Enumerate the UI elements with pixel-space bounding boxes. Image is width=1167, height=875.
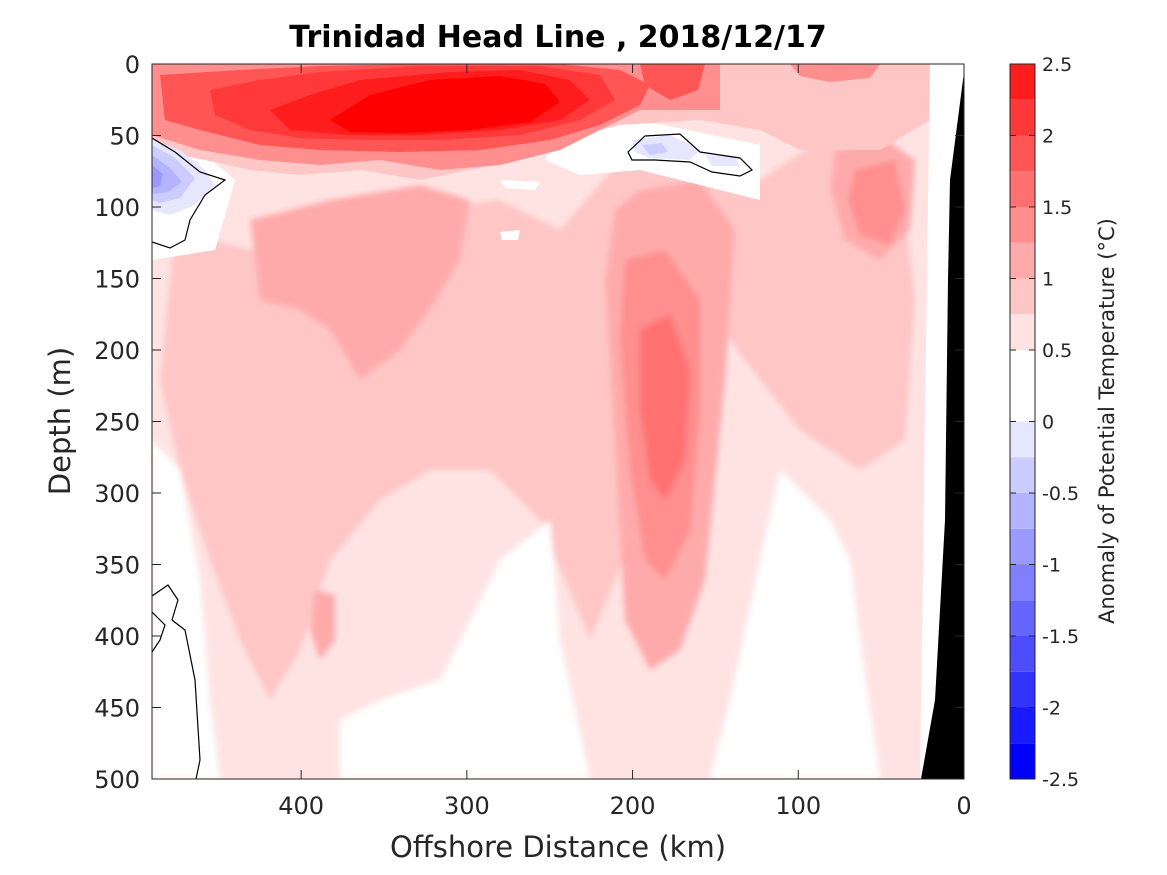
zero-contour — [152, 611, 166, 653]
y-axis-label: Depth (m) — [43, 347, 77, 495]
x-axis-label: Offshore Distance (km) — [390, 830, 726, 864]
contour-band — [640, 315, 690, 500]
zero-contour — [627, 133, 754, 177]
contour-field — [152, 64, 964, 779]
colorbar-swatch — [1010, 242, 1035, 279]
contour-band — [710, 470, 880, 779]
colorbar-tick-label: 1 — [1042, 269, 1054, 291]
colorbar-swatch — [1010, 528, 1035, 565]
y-tick-label: 350 — [94, 552, 140, 580]
x-axis: 400 300 200 100 0 — [278, 64, 972, 820]
colorbar-tick-label: 2 — [1042, 126, 1054, 148]
colorbar-swatch — [1010, 600, 1035, 636]
colorbar-swatch — [1010, 493, 1035, 529]
zero-contour — [152, 137, 227, 249]
zero-contour — [152, 584, 201, 779]
colorbar-swatch — [1010, 171, 1035, 207]
x-tick-label: 200 — [610, 792, 656, 820]
colorbar-label: Anomaly of Potential Temperature (°C) — [1095, 218, 1119, 624]
y-tick-label: 300 — [94, 480, 140, 508]
y-tick-label: 450 — [94, 695, 140, 723]
colorbar-tick-label: 1.5 — [1042, 197, 1072, 219]
colorbar-swatch — [1010, 135, 1035, 172]
contour-band — [705, 155, 740, 166]
x-tick-label: 300 — [444, 792, 490, 820]
y-tick-label: 0 — [125, 51, 140, 79]
contour-band — [152, 165, 163, 188]
chart-title: Trinidad Head Line , 2018/12/17 — [289, 20, 826, 55]
contour-band — [152, 440, 220, 779]
colorbar-tick-label: 2.5 — [1042, 54, 1072, 76]
colorbar-swatch — [1010, 385, 1035, 422]
colorbar-swatch — [1010, 99, 1035, 136]
contour-band — [720, 64, 930, 120]
contour-band — [500, 230, 520, 240]
y-tick-label: 500 — [94, 766, 140, 794]
colorbar-tick-label: -1 — [1042, 555, 1061, 577]
x-tick-label: 0 — [956, 792, 971, 820]
colorbar-swatch — [1010, 421, 1035, 458]
x-tick-label: 400 — [278, 792, 324, 820]
colorbar-tick-label: -0.5 — [1042, 483, 1079, 505]
contour-band — [790, 64, 880, 82]
contour-band — [500, 180, 540, 190]
colorbar-swatch — [1010, 64, 1035, 100]
y-tick-label: 250 — [94, 409, 140, 437]
x-tick-label: 100 — [775, 792, 821, 820]
colorbar-swatch — [1010, 350, 1035, 386]
colorbar-tick-label: -2 — [1042, 698, 1061, 720]
contour-band — [330, 76, 560, 133]
colorbar-tick-label: -1.5 — [1042, 626, 1079, 648]
colorbar-swatch — [1010, 278, 1035, 315]
colorbar-swatch — [1010, 636, 1035, 672]
contour-band — [310, 590, 335, 660]
colorbar-swatch — [1010, 314, 1035, 350]
colorbar: 2.5 2 1.5 1 0.5 0 -0.5 -1 -1.5 -2 -2.5 — [1009, 54, 1079, 791]
y-tick-label: 150 — [94, 266, 140, 294]
colorbar-swatch — [1010, 743, 1035, 779]
contour-band — [642, 143, 668, 155]
colorbar-tick-label: 0 — [1042, 412, 1054, 434]
contour-band — [848, 160, 905, 245]
y-tick-label: 200 — [94, 337, 140, 365]
colorbar-swatch — [1010, 671, 1035, 708]
seafloor — [921, 64, 964, 779]
colorbar-swatch — [1010, 564, 1035, 601]
y-tick-label: 400 — [94, 623, 140, 651]
colorbar-tick-label: -2.5 — [1042, 769, 1079, 791]
colorbar-swatch — [1010, 707, 1035, 744]
contour-band — [640, 64, 705, 100]
colorbar-swatch — [1010, 207, 1035, 243]
contour-band — [250, 185, 470, 380]
y-tick-label: 50 — [109, 123, 140, 151]
y-tick-label: 100 — [94, 194, 140, 222]
y-axis: 0 50 100 150 200 250 300 350 400 450 500 — [94, 51, 964, 794]
colorbar-tick-label: 0.5 — [1042, 340, 1072, 362]
colorbar-swatch — [1010, 457, 1035, 493]
contour-band — [340, 520, 590, 779]
